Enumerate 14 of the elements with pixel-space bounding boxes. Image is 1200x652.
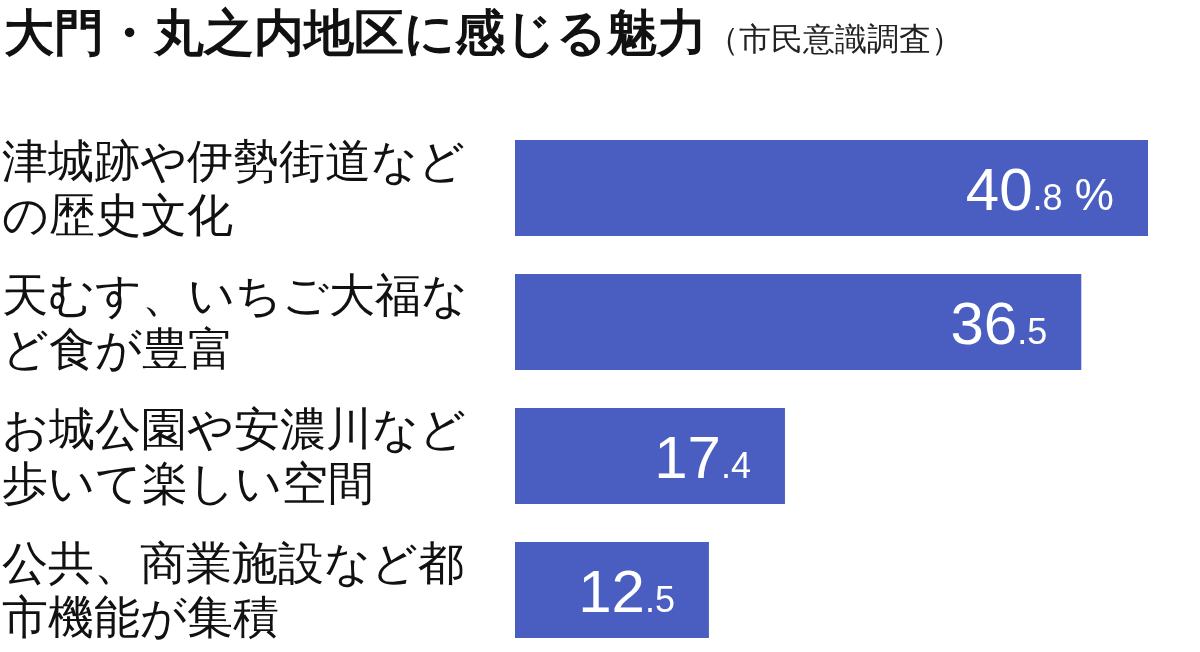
bar xyxy=(515,542,709,638)
bar xyxy=(515,274,1082,370)
y-tick-label: 天むす、いちご大福など食が豊富 xyxy=(2,268,469,376)
y-tick-label: 公共、商業施設など都市機能が集積 xyxy=(2,536,465,644)
data-label: 36.5 xyxy=(950,290,1048,357)
data-label: 40.8 % xyxy=(965,156,1114,223)
chart-title: 大門・丸之内地区に感じる魅力 xyxy=(4,4,707,62)
bar xyxy=(515,140,1148,236)
data-label: 17.4 xyxy=(654,424,751,491)
data-label: 12.5 xyxy=(578,558,675,625)
chart-subtitle: （市民意識調査） xyxy=(707,20,963,58)
y-tick-label: 津城跡や伊勢街道などの歴史文化 xyxy=(2,134,466,242)
bar xyxy=(515,408,785,504)
y-tick-label: お城公園や安濃川など歩いて楽しい空間 xyxy=(2,402,467,510)
